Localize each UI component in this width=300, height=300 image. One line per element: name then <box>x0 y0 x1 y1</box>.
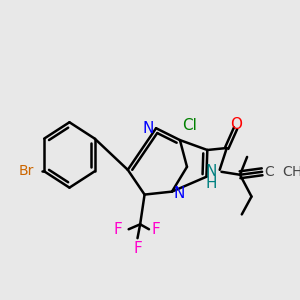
Text: O: O <box>230 117 242 132</box>
Text: N: N <box>206 164 217 179</box>
Text: H: H <box>291 165 300 179</box>
Text: Cl: Cl <box>182 118 196 133</box>
Text: C: C <box>264 165 274 179</box>
Text: F: F <box>152 222 161 237</box>
Text: C: C <box>282 165 292 179</box>
Text: N: N <box>143 121 154 136</box>
Text: Br: Br <box>18 164 34 178</box>
Text: H: H <box>206 176 217 191</box>
Text: F: F <box>133 241 142 256</box>
Text: F: F <box>114 222 122 237</box>
Text: N: N <box>174 186 185 201</box>
